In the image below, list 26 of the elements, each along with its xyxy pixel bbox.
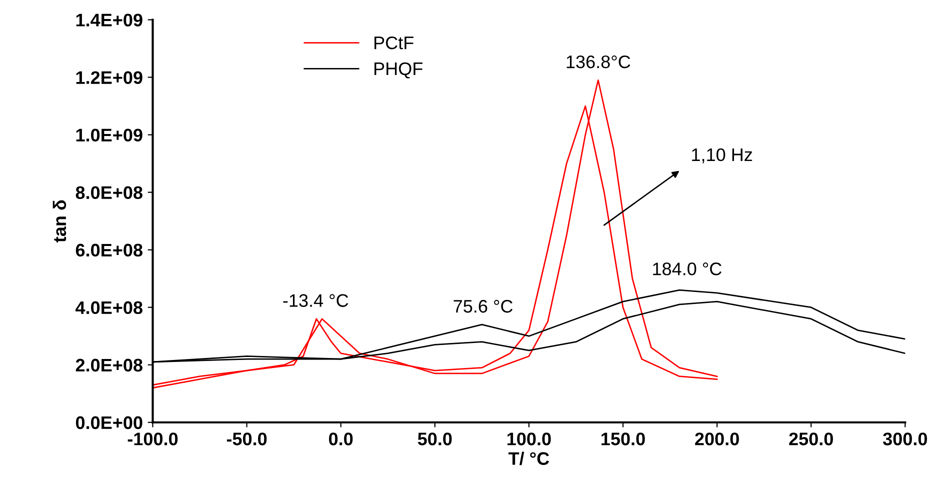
- annotation: 136.8°C: [566, 55, 630, 68]
- y-tick-label: 1.0E+09: [76, 128, 142, 142]
- annotation: 184.0 °C: [653, 262, 722, 276]
- y-tick-label: 0.0E+00: [76, 416, 142, 430]
- x-tick-label: -50.0: [226, 432, 267, 446]
- annotation: 1,10 Hz: [692, 148, 752, 164]
- x-tick-label: 250.0: [789, 432, 833, 446]
- y-tick-label: 2.0E+08: [76, 358, 142, 372]
- x-tick-label: 200.0: [695, 432, 739, 446]
- x-tick-label: -100.0: [128, 432, 178, 446]
- y-axis-title: tan δ: [52, 200, 66, 242]
- legend-label: PHQF: [374, 62, 422, 78]
- y-tick-label: 8.0E+08: [76, 186, 142, 200]
- y-tick-label: 4.0E+08: [76, 301, 142, 314]
- x-tick-label: 300.0: [882, 432, 927, 446]
- x-axis-title: T/ °C: [508, 452, 550, 466]
- annotation: -13.4 °C: [283, 294, 348, 307]
- y-tick-label: 1.4E+09: [76, 14, 142, 26]
- x-tick-label: 100.0: [507, 432, 551, 446]
- x-tick-label: 150.0: [602, 432, 645, 446]
- legend-label: PCtF: [374, 36, 414, 50]
- annotation: 75.6 °C: [454, 300, 513, 313]
- y-tick-label: 1.2E+09: [76, 71, 142, 84]
- y-tick-label: 6.0E+08: [76, 244, 142, 257]
- x-tick-label: 50.0: [418, 432, 452, 446]
- x-tick-label: 0.0: [329, 432, 353, 446]
